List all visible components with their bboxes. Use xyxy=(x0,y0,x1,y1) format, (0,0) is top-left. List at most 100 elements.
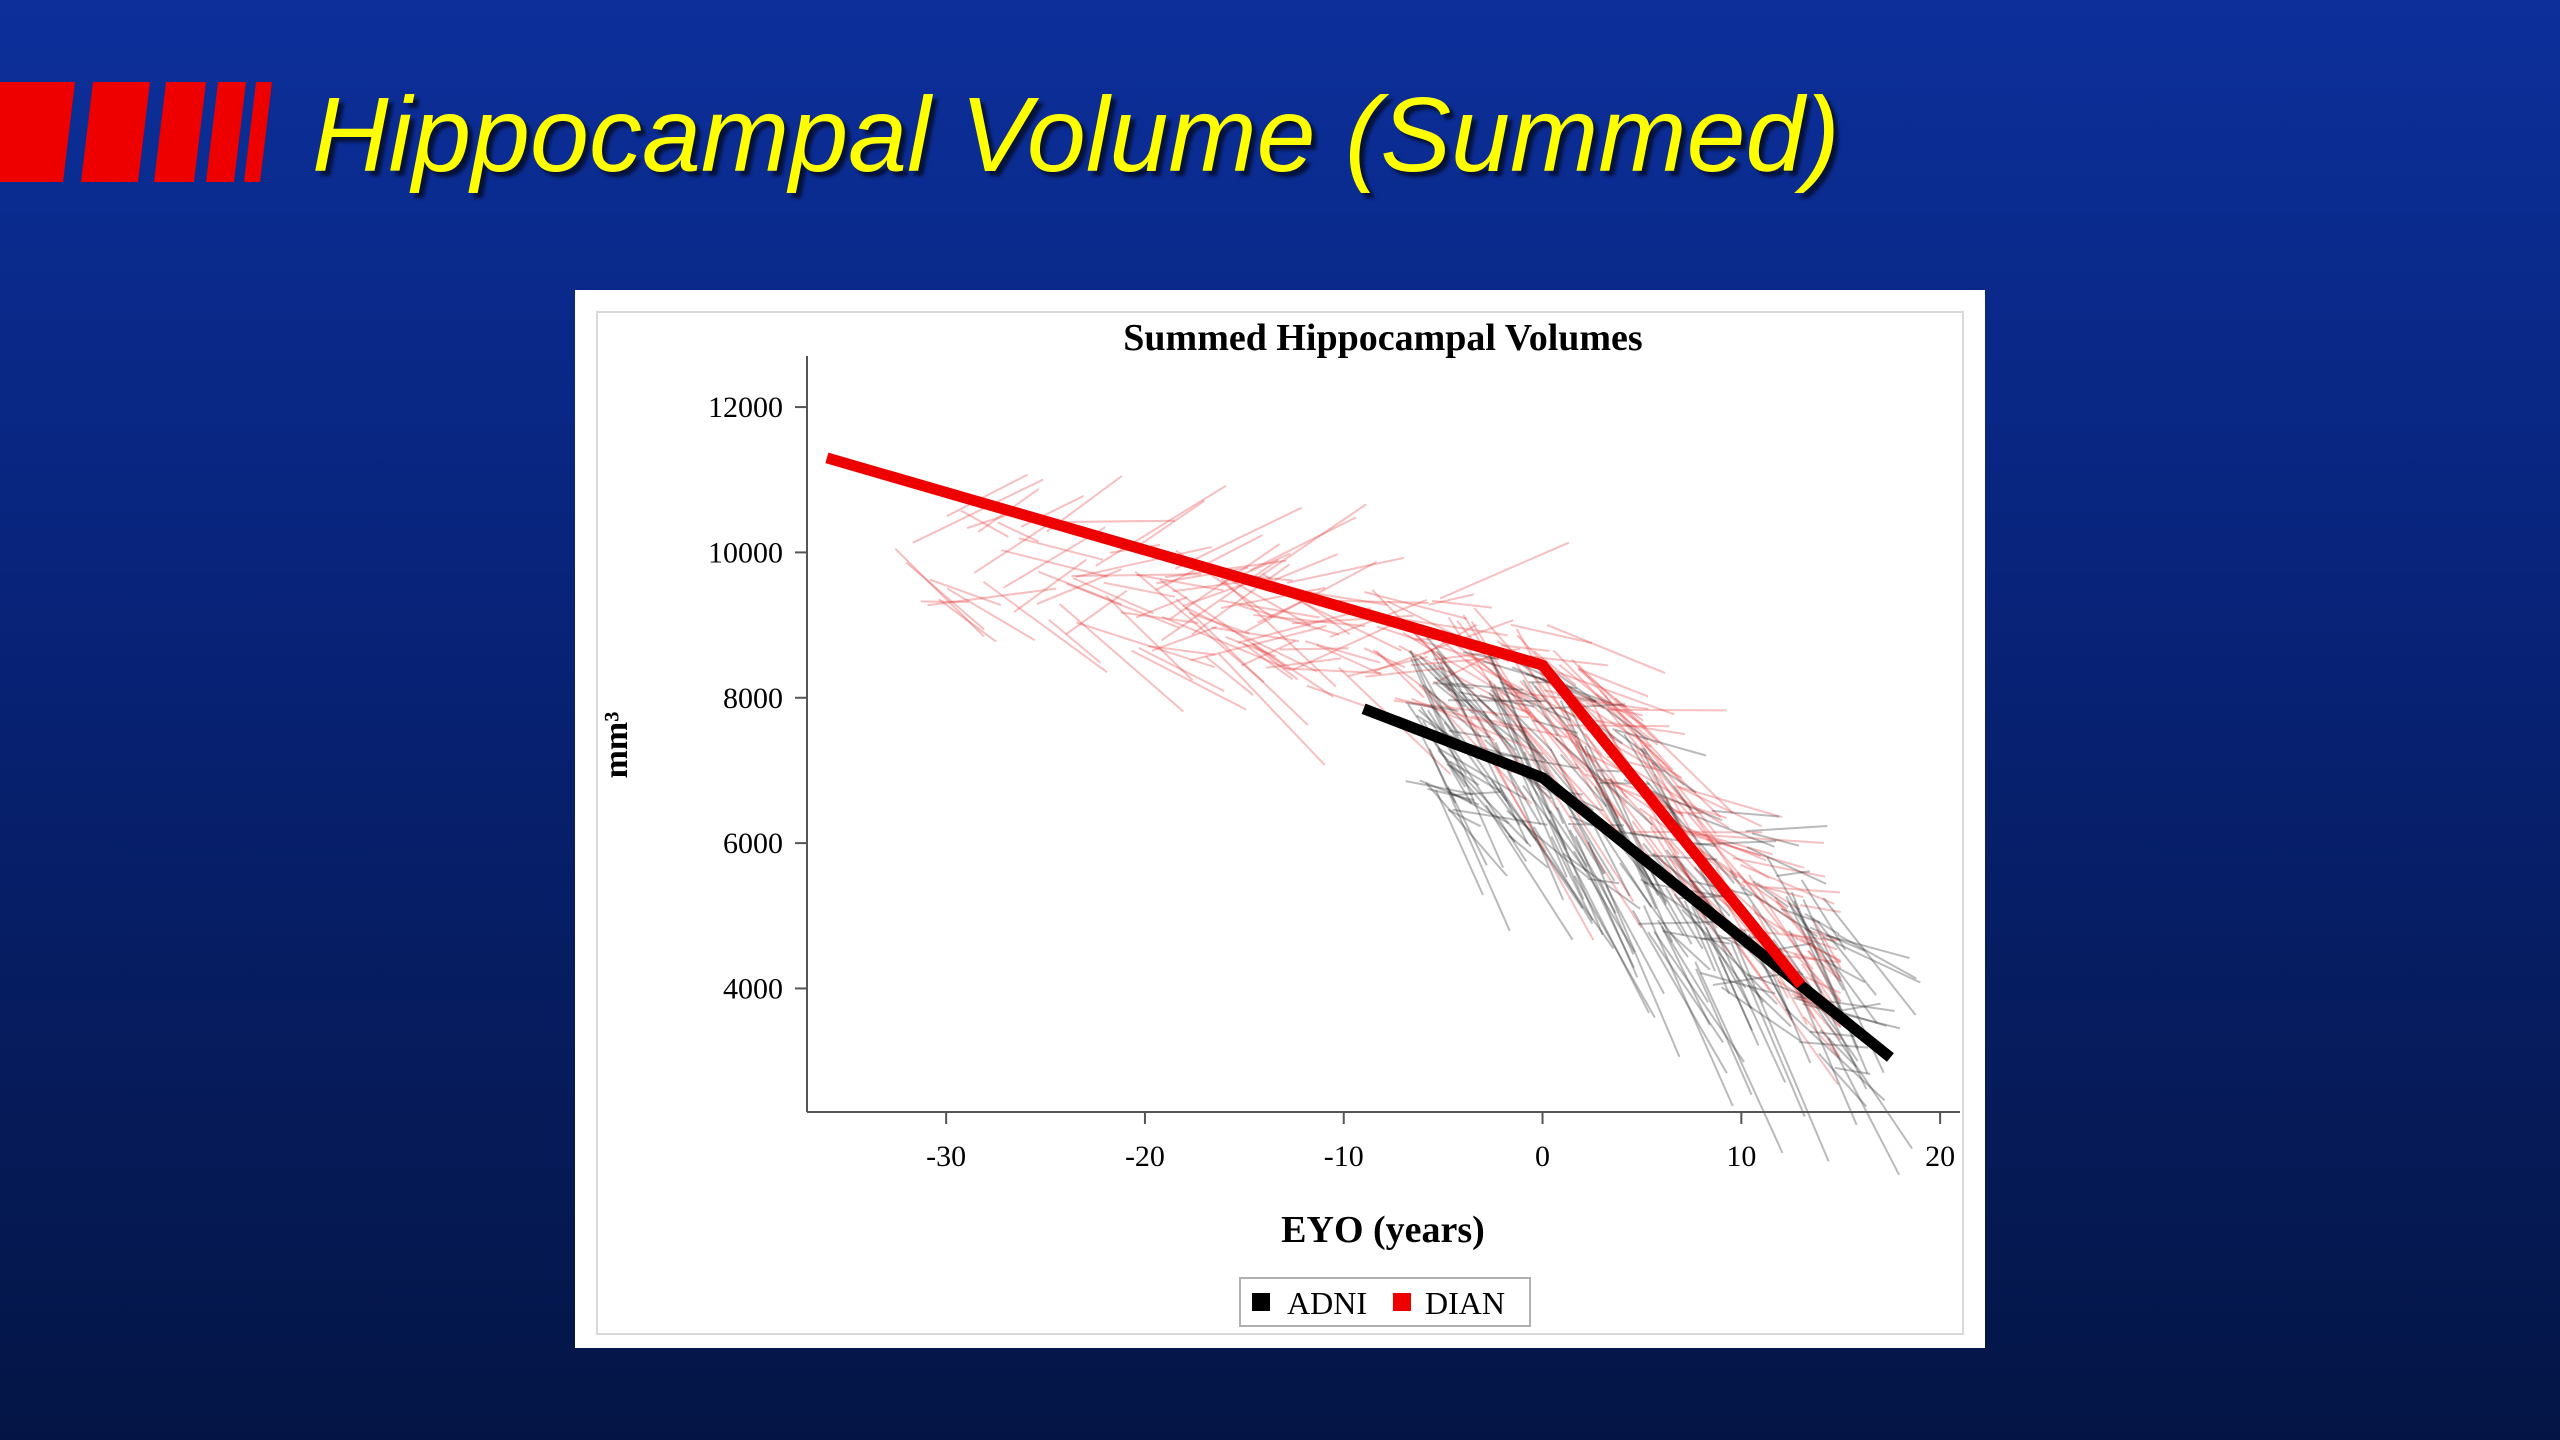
adni-trajectory xyxy=(1550,836,1594,921)
dian-trajectory xyxy=(1790,932,1838,951)
adni-trajectory xyxy=(1687,812,1775,848)
x-axis-label: EYO (years) xyxy=(1281,1209,1485,1251)
adni-trajectory xyxy=(1532,719,1579,735)
adni-trajectory xyxy=(1822,935,1921,984)
dian-trajectory xyxy=(1546,623,1666,675)
dian-trajectory xyxy=(1673,784,1738,879)
legend-label-dian: DIAN xyxy=(1425,1285,1505,1321)
dian-trajectory xyxy=(1348,655,1428,677)
dian-trajectory xyxy=(1653,852,1708,903)
adni-trajectory xyxy=(1687,895,1752,1010)
dian-trajectory xyxy=(1462,614,1524,712)
dian-trajectory xyxy=(1812,918,1842,969)
dian-trajectory xyxy=(1644,744,1722,818)
adni-trajectory xyxy=(1745,825,1828,833)
dian-trajectory xyxy=(1418,684,1533,805)
dian-trajectory xyxy=(1521,656,1619,818)
dian-trajectory xyxy=(1732,857,1826,878)
adni-trajectory xyxy=(1522,784,1588,872)
dian-trajectory xyxy=(1747,874,1842,1016)
adni-trajectory xyxy=(1549,810,1589,868)
adni-trajectory xyxy=(1430,649,1468,718)
dian-trajectory xyxy=(1135,596,1188,619)
adni-trajectory xyxy=(1405,780,1474,796)
y-tick-label: 8000 xyxy=(723,682,783,715)
dian-trajectory xyxy=(1048,618,1102,664)
dian-trajectory xyxy=(1038,570,1123,606)
adni-trajectory xyxy=(1545,703,1626,710)
dian-trajectory xyxy=(1507,721,1643,929)
adni-trajectory xyxy=(1819,1029,1857,1068)
adni-trajectory xyxy=(1802,1002,1901,1030)
dian-trajectory xyxy=(1521,726,1599,819)
dian-trajectory xyxy=(1184,606,1318,673)
chart-axes xyxy=(806,356,1960,1113)
dian-trajectory xyxy=(1793,953,1842,1003)
dian-trajectory xyxy=(1775,900,1842,983)
dian-trajectory xyxy=(1753,911,1798,940)
dian-trajectory xyxy=(1279,647,1349,651)
dian-trajectory xyxy=(1599,689,1717,835)
adni-trajectory xyxy=(1523,751,1604,936)
dian-trajectory xyxy=(1364,591,1468,620)
dian-trajectory xyxy=(1739,863,1835,905)
adni-trajectory xyxy=(1800,879,1847,951)
adni-trajectory xyxy=(1804,912,1840,936)
legend-box xyxy=(1239,1277,1531,1327)
adni-trajectory xyxy=(1662,930,1731,945)
dian-trajectory xyxy=(1188,612,1250,635)
dian-trajectory xyxy=(1577,668,1644,722)
dian-trajectory xyxy=(1072,577,1155,615)
dian-trajectory xyxy=(1242,642,1293,681)
mean-lines xyxy=(825,452,1894,1062)
adni-trajectory xyxy=(1422,684,1482,738)
adni-trajectory xyxy=(1448,790,1510,825)
dian-trajectory xyxy=(1519,680,1605,772)
adni-trajectory xyxy=(1788,902,1878,1024)
adni-trajectory xyxy=(1766,856,1845,991)
adni-trajectory xyxy=(1694,961,1784,1154)
adni-trajectory xyxy=(1554,737,1654,826)
adni-trajectory xyxy=(1407,703,1467,788)
dian-trajectory xyxy=(1252,644,1299,681)
dian-trajectory xyxy=(1800,904,1841,913)
dian-trajectory xyxy=(1238,604,1340,636)
dian-trajectory xyxy=(1253,614,1366,628)
adni-trajectory xyxy=(1447,786,1488,866)
x-tick-label: 10 xyxy=(1726,1140,1756,1173)
dian-trajectory xyxy=(1600,768,1680,855)
adni-trajectory xyxy=(1463,651,1500,661)
dian-trajectory xyxy=(1251,642,1335,698)
dian-trajectory xyxy=(1333,599,1429,604)
adni-trajectory xyxy=(1700,971,1776,995)
dian-trajectory xyxy=(1374,619,1514,673)
dian-trajectory xyxy=(1372,649,1496,742)
dian-trajectory xyxy=(1676,785,1763,828)
dian-trajectory xyxy=(1036,568,1122,606)
adni-trajectory xyxy=(1499,681,1542,703)
adni-trajectory xyxy=(1609,778,1668,905)
adni-trajectory xyxy=(1573,850,1636,953)
dian-trajectory xyxy=(1224,635,1277,658)
adni-trajectory xyxy=(1683,900,1716,972)
dian-trajectory xyxy=(946,473,1029,518)
adni-trajectory xyxy=(1409,650,1452,745)
adni-trajectory xyxy=(1645,780,1736,884)
adni-trajectory xyxy=(1449,764,1516,843)
legend-label-adni: ADNI xyxy=(1287,1285,1367,1321)
adni-trajectory xyxy=(1492,684,1535,776)
dian-trajectory xyxy=(1066,582,1180,629)
dian-trajectory xyxy=(1587,695,1718,929)
dian-trajectory xyxy=(1585,702,1643,717)
dian-trajectory xyxy=(973,520,1055,574)
adni-trajectory xyxy=(1612,728,1707,757)
adni-trajectory xyxy=(1447,669,1499,717)
adni-trajectory xyxy=(1822,897,1917,1016)
adni-trajectory xyxy=(1574,835,1639,978)
adni-trajectory xyxy=(1405,701,1459,712)
adni-trajectory xyxy=(1448,699,1546,703)
slide-header: Hippocampal Volume (Summed) xyxy=(0,72,2560,194)
dian-trajectory xyxy=(1566,724,1670,728)
adni-trajectory xyxy=(1437,747,1527,801)
adni-trajectory xyxy=(1446,763,1480,786)
